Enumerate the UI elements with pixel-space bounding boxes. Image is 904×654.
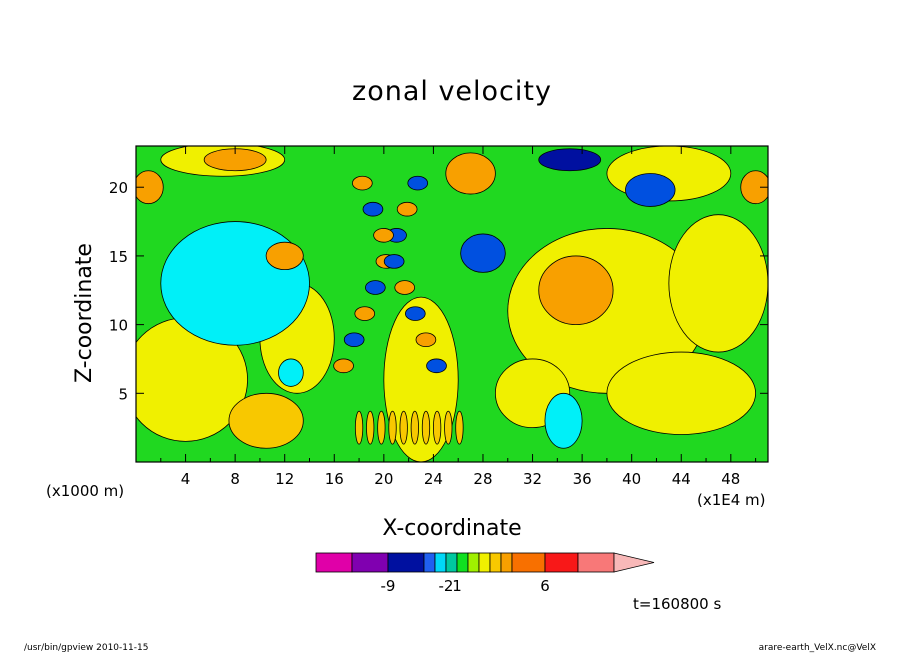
chart-title: zonal velocity bbox=[352, 76, 552, 107]
x-tick-label: 28 bbox=[473, 470, 492, 488]
beam-stripe-bottom bbox=[433, 410, 442, 445]
colorbar-cell bbox=[434, 552, 447, 573]
beam-stripe-right bbox=[352, 175, 373, 191]
colorbar-extend-arrow bbox=[613, 552, 655, 573]
beam-stripe-left bbox=[343, 332, 365, 347]
region-blue-3 bbox=[625, 173, 676, 207]
colorbar-cell bbox=[445, 552, 458, 573]
beam-stripe-bottom bbox=[455, 410, 464, 445]
beam-stripe-left bbox=[333, 358, 354, 374]
x-tick-label: 44 bbox=[672, 470, 691, 488]
region-orange-12 bbox=[445, 152, 496, 195]
x-tick-label: 8 bbox=[230, 470, 240, 488]
beam-stripe-bottom bbox=[377, 410, 386, 445]
region-navy-4 bbox=[538, 148, 602, 172]
x-tick-label: 24 bbox=[424, 470, 443, 488]
x-tick-label: 32 bbox=[523, 470, 542, 488]
colorbar-label: 6 bbox=[540, 577, 550, 595]
beam-stripe-right bbox=[373, 228, 394, 243]
beam-stripe-bottom bbox=[388, 410, 397, 445]
x-tick-label: 36 bbox=[573, 470, 592, 488]
region-orange-8 bbox=[740, 170, 768, 205]
region-yellow bbox=[668, 214, 768, 353]
y-axis-label: Z-coordinate bbox=[72, 243, 97, 383]
colorbar-cell bbox=[387, 552, 425, 573]
colorbar-cell bbox=[500, 552, 513, 573]
x-tick-label: 40 bbox=[622, 470, 641, 488]
beam-stripe-right bbox=[426, 358, 447, 374]
region-blue-2 bbox=[460, 233, 506, 273]
colorbar-label: 1 bbox=[452, 577, 462, 595]
x-unit-right: (x1E4 m) bbox=[697, 491, 766, 509]
beam-stripe-left bbox=[407, 175, 429, 191]
contour-regions bbox=[136, 146, 768, 462]
region-orange-6 bbox=[265, 241, 304, 271]
beam-stripe-left bbox=[396, 201, 418, 217]
time-label: t=160800 s bbox=[633, 595, 722, 613]
colorbar-cell bbox=[577, 552, 615, 573]
x-tick-label: 4 bbox=[181, 470, 191, 488]
beam-stripe-left bbox=[354, 306, 376, 321]
beam-stripe-right bbox=[415, 332, 437, 347]
x-tick-label: 48 bbox=[721, 470, 740, 488]
colorbar-cell bbox=[489, 552, 502, 573]
region-orange-5 bbox=[538, 255, 614, 326]
colorbar-cell bbox=[351, 552, 389, 573]
colorbar-label: -2 bbox=[439, 577, 454, 595]
beam-stripe-right bbox=[362, 201, 384, 217]
beam-stripe-bottom bbox=[354, 410, 364, 445]
x-unit-left: (x1000 m) bbox=[46, 482, 125, 500]
colorbar-cell bbox=[511, 552, 546, 573]
region-cyan-11 bbox=[278, 358, 304, 387]
beam-stripe-right bbox=[383, 254, 405, 269]
beam-stripe-bottom bbox=[421, 410, 431, 445]
colorbar-cell bbox=[544, 552, 579, 573]
colorbar-cell bbox=[423, 552, 436, 573]
y-tick-label: 15 bbox=[109, 248, 128, 266]
beam-stripe-bottom bbox=[410, 410, 419, 445]
x-tick-label: 16 bbox=[325, 470, 344, 488]
beam-stripe-bottom bbox=[366, 410, 375, 445]
footer-left: /usr/bin/gpview 2010-11-15 bbox=[24, 643, 149, 653]
colorbar-cell bbox=[467, 552, 480, 573]
beam-stripe-bottom bbox=[444, 410, 453, 445]
region-cyan-10 bbox=[544, 392, 583, 449]
region-cyan-1 bbox=[160, 221, 310, 346]
beam-stripe-bottom bbox=[399, 410, 408, 445]
y-tick-label: 20 bbox=[109, 179, 128, 197]
footer-right: arare-earth_VelX.nc@VelX bbox=[758, 643, 876, 653]
x-tick-label: 20 bbox=[374, 470, 393, 488]
x-axis-label: X-coordinate bbox=[382, 516, 522, 541]
region-orange-7 bbox=[136, 170, 164, 205]
plot-frame bbox=[135, 145, 769, 463]
colorbar-cell bbox=[315, 552, 353, 573]
beam-stripe-right bbox=[394, 280, 416, 295]
region-yellow bbox=[606, 351, 757, 435]
y-tick-label: 5 bbox=[118, 385, 128, 403]
colorbar-label: -9 bbox=[381, 577, 396, 595]
region-gold bbox=[228, 392, 304, 449]
colorbar-cell bbox=[478, 552, 491, 573]
colorbar-cell bbox=[456, 552, 469, 573]
beam-stripe-left bbox=[365, 280, 386, 295]
x-tick-label: 12 bbox=[275, 470, 294, 488]
beam-stripe-right bbox=[405, 306, 426, 321]
y-tick-label: 10 bbox=[109, 317, 128, 335]
